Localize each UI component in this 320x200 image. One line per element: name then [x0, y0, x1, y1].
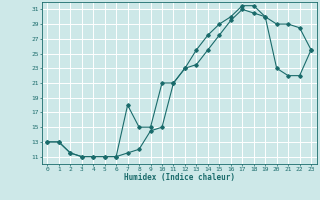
X-axis label: Humidex (Indice chaleur): Humidex (Indice chaleur) — [124, 173, 235, 182]
